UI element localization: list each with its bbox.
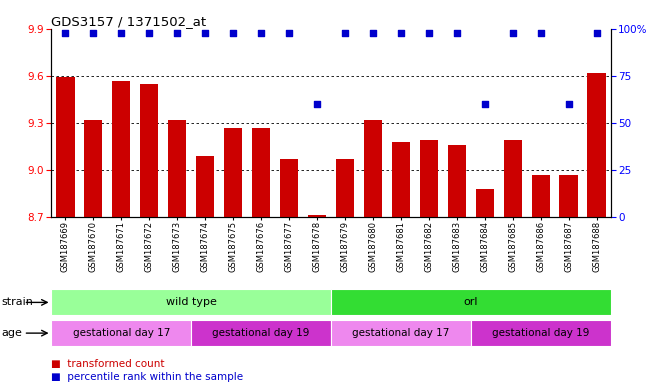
- Point: [340, 30, 350, 36]
- Point: [228, 30, 238, 36]
- Point: [200, 30, 211, 36]
- Bar: [392, 142, 410, 217]
- Bar: [420, 140, 438, 217]
- Point: [256, 30, 267, 36]
- Text: GDS3157 / 1371502_at: GDS3157 / 1371502_at: [51, 15, 207, 28]
- Bar: [140, 84, 158, 217]
- Point: [284, 30, 294, 36]
- Text: ■  percentile rank within the sample: ■ percentile rank within the sample: [51, 372, 244, 382]
- Bar: [308, 215, 326, 217]
- Bar: [364, 120, 382, 217]
- Text: wild type: wild type: [166, 297, 216, 308]
- Bar: [331, 290, 610, 315]
- Bar: [112, 81, 131, 217]
- Point: [116, 30, 127, 36]
- Point: [60, 30, 71, 36]
- Point: [424, 30, 434, 36]
- Bar: [252, 127, 270, 217]
- Bar: [331, 320, 471, 346]
- Text: strain: strain: [1, 297, 33, 308]
- Bar: [531, 175, 550, 217]
- Text: gestational day 19: gestational day 19: [492, 328, 589, 338]
- Bar: [224, 127, 242, 217]
- Point: [508, 30, 518, 36]
- Text: gestational day 17: gestational day 17: [352, 328, 449, 338]
- Bar: [504, 140, 522, 217]
- Point: [395, 30, 406, 36]
- Point: [172, 30, 183, 36]
- Text: gestational day 17: gestational day 17: [73, 328, 170, 338]
- Point: [451, 30, 462, 36]
- Bar: [196, 156, 214, 217]
- Bar: [476, 189, 494, 217]
- Bar: [56, 78, 75, 217]
- Text: orl: orl: [463, 297, 478, 308]
- Bar: [51, 320, 191, 346]
- Point: [591, 30, 602, 36]
- Point: [312, 101, 322, 107]
- Point: [479, 101, 490, 107]
- Bar: [191, 320, 331, 346]
- Text: ■  transformed count: ■ transformed count: [51, 359, 165, 369]
- Bar: [280, 159, 298, 217]
- Bar: [168, 120, 186, 217]
- Bar: [336, 159, 354, 217]
- Text: gestational day 19: gestational day 19: [213, 328, 310, 338]
- Point: [368, 30, 378, 36]
- Bar: [471, 320, 610, 346]
- Point: [88, 30, 99, 36]
- Bar: [447, 145, 466, 217]
- Point: [563, 101, 574, 107]
- Point: [144, 30, 154, 36]
- Bar: [587, 73, 606, 217]
- Bar: [560, 175, 578, 217]
- Text: age: age: [1, 328, 22, 338]
- Bar: [84, 120, 102, 217]
- Point: [535, 30, 546, 36]
- Bar: [51, 290, 331, 315]
